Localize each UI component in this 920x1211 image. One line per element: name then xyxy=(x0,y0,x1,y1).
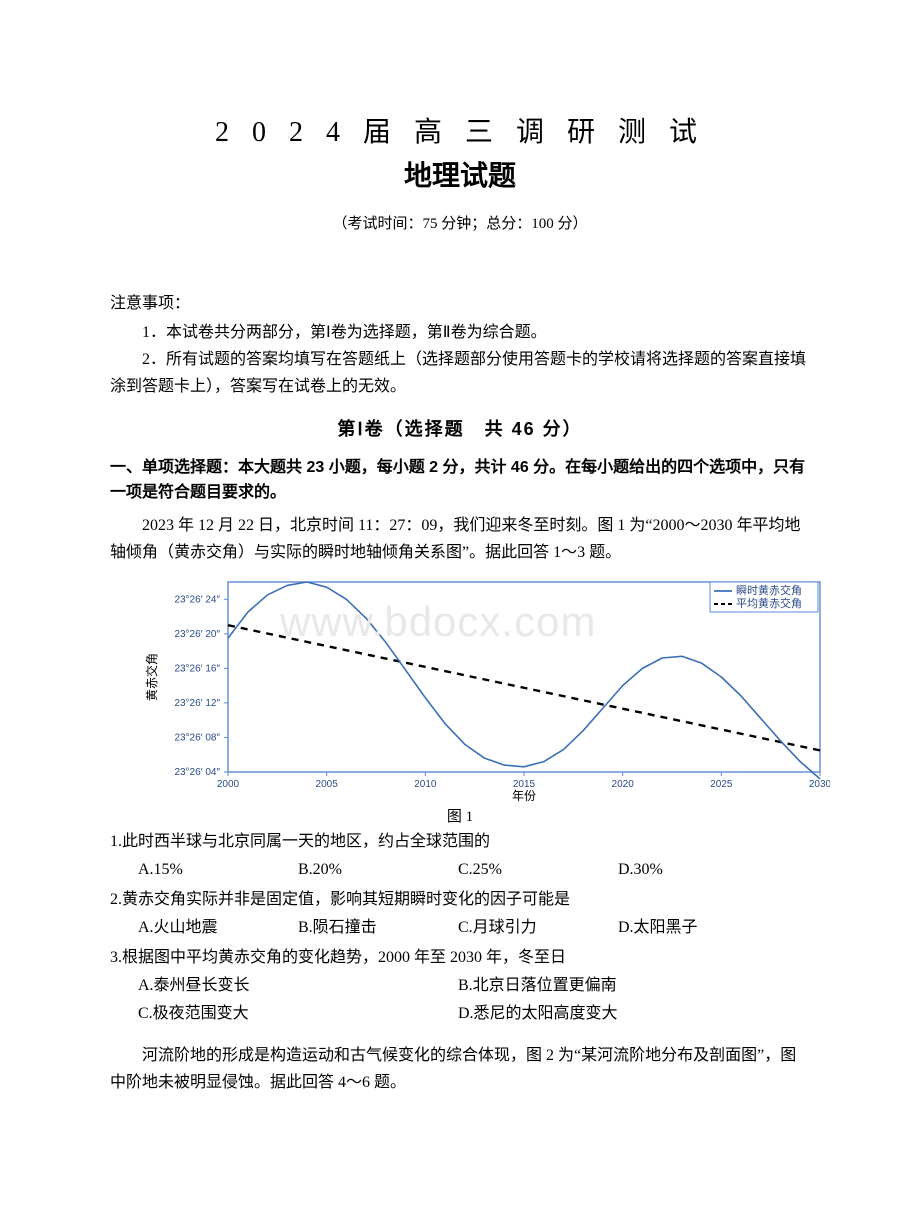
svg-text:2020: 2020 xyxy=(612,779,635,790)
svg-text:23°26′ 20″: 23°26′ 20″ xyxy=(174,629,220,640)
q3-option-c: C.极夜范围变大 xyxy=(138,1000,458,1028)
q1-option-d: D.30% xyxy=(618,856,778,884)
question-3-options-row2: C.极夜范围变大 D.悉尼的太阳高度变大 xyxy=(110,1000,810,1028)
section-1-title: 第Ⅰ卷（选择题 共 46 分） xyxy=(110,415,810,441)
q2-option-c: C.月球引力 xyxy=(458,914,618,942)
svg-text:2030: 2030 xyxy=(809,779,830,790)
figure-1-caption: 图 1 xyxy=(110,805,810,826)
svg-text:23°26′ 04″: 23°26′ 04″ xyxy=(174,767,220,778)
svg-text:平均黄赤交角: 平均黄赤交角 xyxy=(736,596,802,610)
q2-option-b: B.陨石撞击 xyxy=(298,914,458,942)
question-2-options: A.火山地震 B.陨石撞击 C.月球引力 D.太阳黑子 xyxy=(110,914,810,942)
q1-option-a: A.15% xyxy=(138,856,298,884)
svg-text:年份: 年份 xyxy=(512,789,536,802)
q1-option-c: C.25% xyxy=(458,856,618,884)
svg-text:2000: 2000 xyxy=(217,779,240,790)
question-1-options: A.15% B.20% C.25% D.30% xyxy=(110,856,810,884)
svg-text:23°26′ 12″: 23°26′ 12″ xyxy=(174,698,220,709)
q2-option-d: D.太阳黑子 xyxy=(618,914,778,942)
svg-text:23°26′ 08″: 23°26′ 08″ xyxy=(174,733,220,744)
notice-item-2: 2．所有试题的答案均填写在答题纸上（选择题部分使用答题卡的学校请将选择题的答案直… xyxy=(110,346,810,400)
notice-item-1: 1．本试卷共分两部分，第Ⅰ卷为选择题，第Ⅱ卷为综合题。 xyxy=(110,319,810,346)
q3-option-a: A.泰州昼长变长 xyxy=(138,972,458,1000)
q3-option-d: D.悉尼的太阳高度变大 xyxy=(458,1000,778,1028)
chart-svg: 23°26′ 04″ 23°26′ 08″ 23°26′ 12″ 23°26′ 16″… xyxy=(140,572,830,802)
svg-text:23°26′ 24″: 23°26′ 24″ xyxy=(174,594,220,605)
passage-1: 2023 年 12 月 22 日，北京时间 11：27：09，我们迎来冬至时刻。… xyxy=(110,512,810,566)
section-1-instruction: 一、单项选择题：本大题共 23 小题，每小题 2 分，共计 46 分。在每小题给… xyxy=(110,455,810,506)
svg-text:23°26′ 16″: 23°26′ 16″ xyxy=(174,663,220,674)
svg-text:黄赤交角: 黄赤交角 xyxy=(144,653,159,701)
question-2-stem: 2.黄赤交角实际并非是固定值，影响其短期瞬时变化的因子可能是 xyxy=(110,886,810,914)
question-1-stem: 1.此时西半球与北京同属一天的地区，约占全球范围的 xyxy=(110,828,810,856)
exam-page: 2 0 2 4 届 高 三 调 研 测 试 地理试题 （考试时间：75 分钟；总… xyxy=(0,0,920,1137)
question-3-options-row1: A.泰州昼长变长 B.北京日落位置更偏南 xyxy=(110,972,810,1000)
figure-1-chart: www.bdocx.com 23°26′ 04″23°26′ 08″23°26′… xyxy=(140,572,810,807)
svg-text:2005: 2005 xyxy=(316,779,339,790)
q3-option-b: B.北京日落位置更偏南 xyxy=(458,972,778,1000)
svg-text:2025: 2025 xyxy=(710,779,733,790)
passage-2: 河流阶地的形成是构造运动和古气候变化的综合体现，图 2 为“某河流阶地分布及剖面… xyxy=(110,1042,810,1096)
main-title-line2: 地理试题 xyxy=(110,154,810,194)
exam-info: （考试时间：75 分钟；总分：100 分） xyxy=(110,212,810,233)
svg-text:2010: 2010 xyxy=(414,779,437,790)
main-title-line1: 2 0 2 4 届 高 三 调 研 测 试 xyxy=(110,110,810,150)
q1-option-b: B.20% xyxy=(298,856,458,884)
notice-heading: 注意事项： xyxy=(110,289,810,313)
q2-option-a: A.火山地震 xyxy=(138,914,298,942)
svg-text:瞬时黄赤交角: 瞬时黄赤交角 xyxy=(736,583,802,597)
question-3-stem: 3.根据图中平均黄赤交角的变化趋势，2000 年至 2030 年，冬至日 xyxy=(110,944,810,972)
